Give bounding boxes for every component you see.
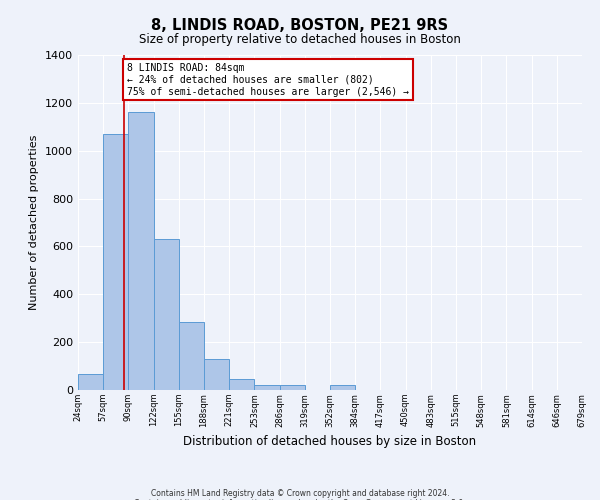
Bar bbox=[330, 385, 355, 390]
Text: Size of property relative to detached houses in Boston: Size of property relative to detached ho… bbox=[139, 32, 461, 46]
Bar bbox=[103, 134, 128, 390]
Bar bbox=[280, 385, 305, 390]
Bar bbox=[254, 384, 280, 390]
X-axis label: Distribution of detached houses by size in Boston: Distribution of detached houses by size … bbox=[184, 435, 476, 448]
Text: Contains public sector information licensed under the Open Government Licence v3: Contains public sector information licen… bbox=[134, 498, 466, 500]
Text: Contains HM Land Registry data © Crown copyright and database right 2024.: Contains HM Land Registry data © Crown c… bbox=[151, 488, 449, 498]
Bar bbox=[229, 378, 254, 390]
Text: 8, LINDIS ROAD, BOSTON, PE21 9RS: 8, LINDIS ROAD, BOSTON, PE21 9RS bbox=[151, 18, 449, 32]
Bar bbox=[204, 359, 229, 390]
Text: 8 LINDIS ROAD: 84sqm
← 24% of detached houses are smaller (802)
75% of semi-deta: 8 LINDIS ROAD: 84sqm ← 24% of detached h… bbox=[127, 64, 409, 96]
Bar bbox=[128, 112, 154, 390]
Bar bbox=[154, 240, 179, 390]
Bar bbox=[179, 322, 204, 390]
Bar bbox=[78, 374, 103, 390]
Y-axis label: Number of detached properties: Number of detached properties bbox=[29, 135, 40, 310]
